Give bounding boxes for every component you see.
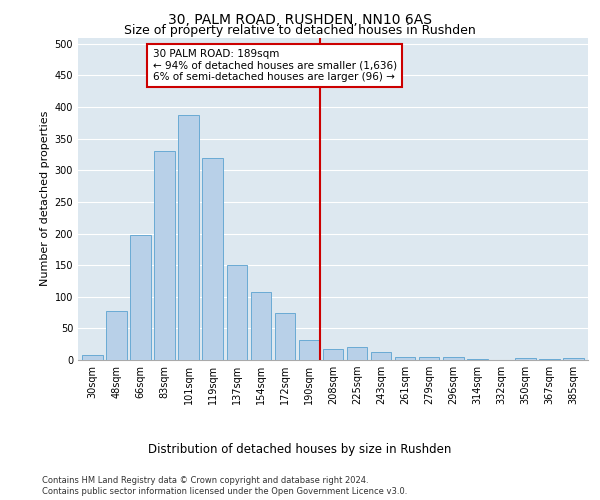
- Bar: [371, 352, 391, 360]
- Bar: [419, 357, 439, 360]
- Bar: [299, 340, 319, 360]
- Bar: [106, 310, 127, 360]
- Bar: [443, 358, 464, 360]
- Bar: [251, 292, 271, 360]
- Bar: [202, 158, 223, 360]
- Bar: [178, 114, 199, 360]
- Bar: [275, 312, 295, 360]
- Bar: [515, 358, 536, 360]
- Bar: [395, 357, 415, 360]
- Text: Distribution of detached houses by size in Rushden: Distribution of detached houses by size …: [148, 442, 452, 456]
- Y-axis label: Number of detached properties: Number of detached properties: [40, 111, 50, 286]
- Text: 30 PALM ROAD: 189sqm
← 94% of detached houses are smaller (1,636)
6% of semi-det: 30 PALM ROAD: 189sqm ← 94% of detached h…: [152, 49, 397, 82]
- Text: Size of property relative to detached houses in Rushden: Size of property relative to detached ho…: [124, 24, 476, 37]
- Bar: [227, 265, 247, 360]
- Bar: [563, 358, 584, 360]
- Text: 30, PALM ROAD, RUSHDEN, NN10 6AS: 30, PALM ROAD, RUSHDEN, NN10 6AS: [168, 12, 432, 26]
- Text: Contains HM Land Registry data © Crown copyright and database right 2024.: Contains HM Land Registry data © Crown c…: [42, 476, 368, 485]
- Bar: [82, 355, 103, 360]
- Bar: [130, 236, 151, 360]
- Bar: [154, 152, 175, 360]
- Bar: [347, 348, 367, 360]
- Text: Contains public sector information licensed under the Open Government Licence v3: Contains public sector information licen…: [42, 487, 407, 496]
- Bar: [323, 349, 343, 360]
